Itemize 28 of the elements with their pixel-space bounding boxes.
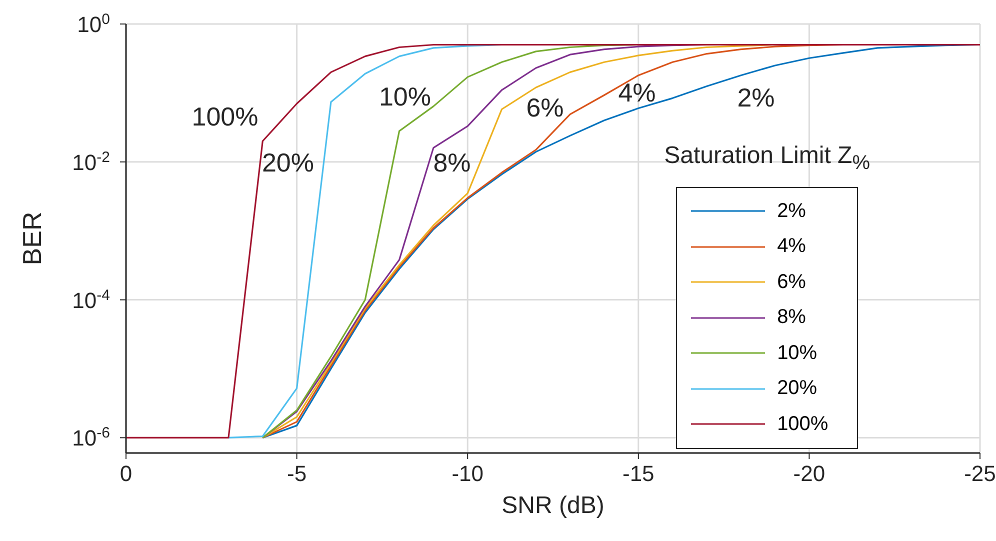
legend-title: Saturation Limit Z$_{%}$ bbox=[664, 142, 870, 174]
y-tick-label: 10$^{-4}$ bbox=[72, 286, 110, 313]
line-series bbox=[126, 44, 980, 439]
legend-label: 100% bbox=[777, 412, 828, 436]
y-tick-label: 10$^{-2}$ bbox=[72, 148, 110, 175]
annotation: 8% bbox=[433, 148, 471, 178]
annotation: 2% bbox=[737, 82, 775, 114]
legend-label: 8% bbox=[777, 306, 806, 330]
x-tick-label: -5 bbox=[287, 461, 307, 486]
annotation: 20% bbox=[262, 148, 314, 178]
y-tick-label: 10$^{-6}$ bbox=[72, 424, 110, 451]
x-tick-label: 0 bbox=[120, 461, 132, 486]
x-tick-label: -20 bbox=[793, 461, 826, 486]
legend-label: 2% bbox=[777, 200, 806, 223]
x-axis-title: SNR (dB) bbox=[502, 492, 604, 519]
legend-label: 6% bbox=[777, 270, 806, 294]
x-tick-label: -10 bbox=[452, 461, 484, 486]
y-axis-title: BER bbox=[17, 212, 48, 266]
legend-label: 10% bbox=[777, 342, 818, 365]
annotation: 4% bbox=[618, 78, 656, 108]
legend-label: 4% bbox=[777, 235, 806, 258]
x-tick-label: -25 bbox=[964, 461, 996, 486]
y-tick-label: 10$^{0}$ bbox=[77, 10, 110, 37]
annotation: 6% bbox=[526, 92, 564, 124]
annotation: 100% bbox=[192, 102, 258, 132]
x-tick-label: -15 bbox=[622, 461, 654, 486]
annotation: 10% bbox=[378, 82, 432, 112]
legend-label: 20% bbox=[777, 377, 818, 400]
